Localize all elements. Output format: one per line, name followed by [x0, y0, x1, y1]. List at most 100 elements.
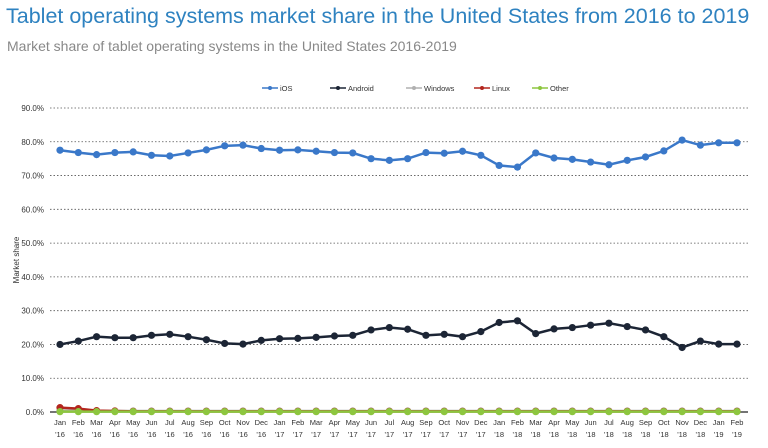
legend-label: Other [550, 84, 569, 93]
data-point [367, 155, 375, 163]
data-point [367, 326, 375, 334]
data-point [129, 148, 137, 156]
data-point [440, 149, 448, 157]
data-point [111, 334, 119, 342]
x-tick-label-year: '18 [641, 430, 651, 439]
x-tick-label: Sep [639, 418, 652, 427]
data-point [660, 147, 668, 155]
data-point [513, 408, 522, 416]
legend-label: Windows [424, 84, 455, 93]
data-point [715, 408, 723, 416]
y-tick-label: 0.0% [26, 408, 44, 417]
x-tick-label-year: '18 [549, 430, 559, 439]
x-tick-label-year: '18 [622, 430, 632, 439]
data-point [696, 408, 705, 416]
legend-marker-icon [480, 86, 484, 90]
legend-item-ios: iOS [262, 84, 293, 93]
data-point [129, 334, 137, 342]
data-point [568, 155, 576, 163]
data-point [166, 330, 174, 338]
data-point [330, 332, 339, 340]
data-point [587, 158, 595, 166]
data-point [623, 156, 631, 164]
data-point [184, 149, 192, 157]
x-tick-label: Jun [365, 418, 377, 427]
x-tick-label-year: '16 [92, 430, 102, 439]
chart-title: Tablet operating systems market share in… [6, 4, 750, 28]
data-point [275, 335, 284, 343]
data-point [275, 408, 284, 416]
x-tick-label: May [126, 418, 140, 427]
data-point [458, 147, 467, 155]
data-point [495, 161, 503, 170]
x-tick-label: Dec [255, 418, 269, 427]
y-tick-label: 80.0% [21, 138, 44, 147]
data-point [257, 408, 265, 416]
data-point [568, 408, 576, 416]
x-tick-label-year: '17 [348, 430, 358, 439]
x-tick-label-year: '17 [366, 430, 376, 439]
legend-item-android: Android [330, 84, 374, 93]
data-point [312, 147, 320, 155]
data-point [221, 142, 229, 150]
x-tick-label: May [565, 418, 579, 427]
data-point [733, 408, 741, 416]
data-point [92, 408, 101, 416]
x-tick-label-year: '18 [494, 430, 504, 439]
data-point [92, 151, 101, 159]
data-point [660, 408, 668, 416]
x-tick-label: Feb [511, 418, 524, 427]
x-tick-label-year: '17 [384, 430, 394, 439]
data-point [495, 318, 503, 327]
x-tick-label-year: '16 [183, 430, 193, 439]
data-point [404, 155, 412, 163]
x-tick-label-year: '16 [238, 430, 248, 439]
data-point [550, 154, 558, 162]
legend-item-other: Other [532, 84, 569, 93]
data-point [239, 408, 247, 416]
data-point [257, 144, 265, 153]
data-point [404, 408, 412, 416]
series-other [56, 408, 741, 416]
data-point [294, 334, 302, 342]
data-point [184, 408, 192, 416]
x-tick-label-year: '16 [256, 430, 266, 439]
x-tick-label: Feb [72, 418, 85, 427]
x-tick-label: May [346, 418, 360, 427]
x-tick-label-year: '18 [567, 430, 577, 439]
x-tick-label: Aug [181, 418, 194, 427]
data-point [56, 340, 64, 349]
x-tick-label: Jan [713, 418, 725, 427]
x-tick-label: Dec [474, 418, 488, 427]
data-point [422, 408, 430, 416]
data-point [513, 163, 522, 171]
legend-marker-icon [538, 86, 542, 90]
data-point [477, 408, 485, 416]
data-point [257, 336, 265, 344]
x-tick-label: Jan [274, 418, 286, 427]
data-point [404, 325, 412, 333]
x-tick-label-year: '17 [311, 430, 321, 439]
x-tick-label: Jul [604, 418, 614, 427]
x-tick-label-year: '16 [55, 430, 65, 439]
y-tick-label: 10.0% [21, 374, 44, 383]
legend-item-windows: Windows [406, 84, 455, 93]
data-point [440, 330, 448, 338]
data-point [202, 146, 210, 154]
x-tick-label-year: '17 [275, 430, 285, 439]
data-point [696, 337, 705, 345]
data-point [367, 408, 375, 416]
x-tick-label: Sep [419, 418, 432, 427]
data-point [221, 339, 229, 348]
data-point [385, 408, 393, 416]
x-tick-label-year: '18 [586, 430, 596, 439]
y-tick-label: 90.0% [21, 104, 44, 113]
x-tick-label: Mar [310, 418, 323, 427]
data-point [129, 408, 137, 416]
data-point [477, 328, 485, 336]
data-point [147, 331, 156, 339]
data-point [733, 340, 741, 348]
data-point [532, 149, 540, 157]
x-tick-label-year: '19 [714, 430, 724, 439]
x-tick-label: Jul [385, 418, 395, 427]
